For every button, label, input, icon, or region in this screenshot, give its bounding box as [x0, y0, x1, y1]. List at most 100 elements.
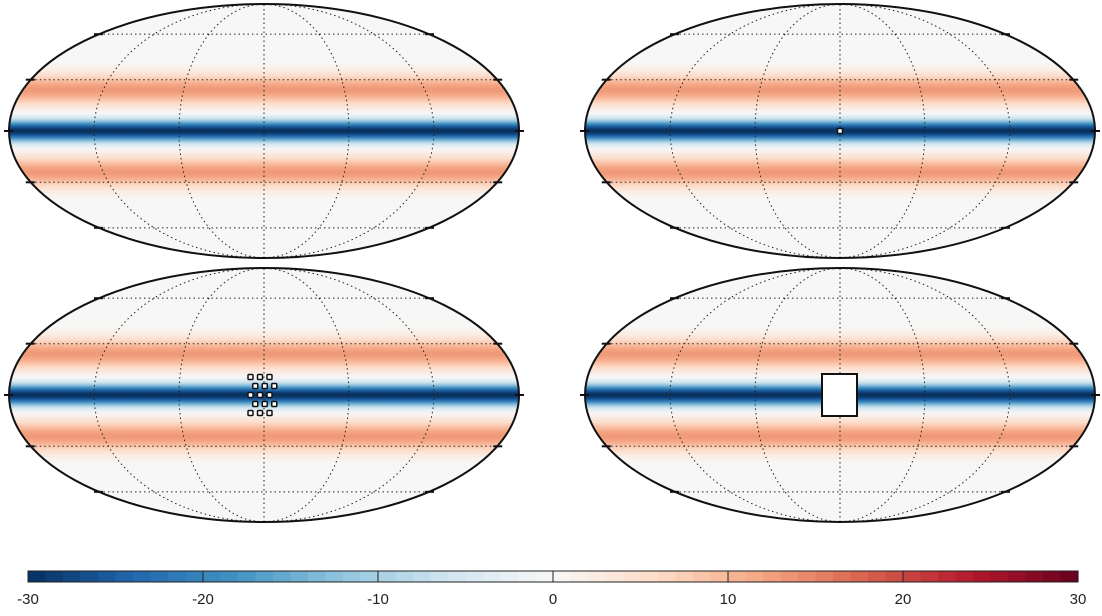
colorbar-cell	[815, 571, 834, 582]
colorbar-cell	[1060, 571, 1079, 582]
colorbar-cell	[763, 571, 782, 582]
colorbar-cell	[588, 571, 607, 582]
meridian-line	[178, 4, 265, 258]
colorbar-cell	[553, 571, 572, 582]
colorbar-cell	[378, 571, 397, 582]
colorbar-cell	[990, 571, 1009, 582]
colorbar-cell	[185, 571, 204, 582]
meridian-line	[669, 4, 841, 258]
colorbar-cell	[570, 571, 589, 582]
colorbar-cell	[518, 571, 537, 582]
meridian-line	[754, 268, 841, 522]
colorbar-cell	[850, 571, 869, 582]
map-panel	[4, 267, 524, 523]
colorbar-cell	[710, 571, 729, 582]
meridian-line	[263, 4, 435, 258]
masked-pixel	[271, 382, 278, 390]
meridian-line	[93, 4, 265, 258]
colorbar-cell	[640, 571, 659, 582]
colorbar-cell	[273, 571, 292, 582]
colorbar-cell	[745, 571, 764, 582]
colorbar-cell	[1025, 571, 1044, 582]
meridian-line	[839, 268, 1011, 522]
colorbar-cell	[903, 571, 922, 582]
meridian-line	[263, 268, 435, 522]
colorbar-cell	[45, 571, 64, 582]
meridian-line	[754, 4, 841, 258]
colorbar-cell	[413, 571, 432, 582]
masked-pixel	[271, 400, 278, 408]
colorbar-cell	[150, 571, 169, 582]
colorbar-cell	[220, 571, 239, 582]
colorbar-cell	[973, 571, 992, 582]
colorbar-cell	[798, 571, 817, 582]
map-panels	[4, 3, 1100, 523]
meridian-line	[263, 4, 350, 258]
map-panel	[4, 3, 524, 259]
colorbar-cell	[63, 571, 82, 582]
masked-pixel	[266, 409, 273, 417]
masked-pixel	[836, 127, 844, 135]
colorbar-cell	[203, 571, 222, 582]
map-panel	[580, 3, 1100, 259]
colorbar-cell	[483, 571, 502, 582]
masked-pixel	[266, 373, 273, 381]
colorbar-cell	[535, 571, 554, 582]
colorbar-cell	[465, 571, 484, 582]
meridian-line	[839, 268, 926, 522]
masked-region	[821, 373, 858, 417]
colorbar-tick-label: -10	[367, 591, 389, 608]
colorbar-cell	[308, 571, 327, 582]
masked-pixel	[256, 409, 264, 417]
masked-pixel	[247, 391, 254, 399]
masked-pixel	[252, 382, 259, 390]
meridian-line	[839, 4, 926, 258]
map-panel	[580, 267, 1100, 523]
colorbar-cell	[290, 571, 309, 582]
colorbar-cell	[500, 571, 519, 582]
colorbar: -30 -20 -10 0 10 20 30	[17, 570, 1086, 608]
colorbar-cell	[80, 571, 99, 582]
colorbar-cell	[955, 571, 974, 582]
masked-pixel	[261, 382, 268, 390]
colorbar-cell	[885, 571, 904, 582]
colorbar-cell	[395, 571, 414, 582]
masked-pixel	[247, 373, 254, 381]
colorbar-cell	[28, 571, 47, 582]
colorbar-cell	[658, 571, 677, 582]
colorbar-cell	[605, 571, 624, 582]
masked-pixel	[252, 400, 259, 408]
colorbar-cell	[133, 571, 152, 582]
colorbar-cell	[1043, 571, 1062, 582]
colorbar-cell	[115, 571, 134, 582]
colorbar-cell	[98, 571, 117, 582]
colorbar-cell	[833, 571, 852, 582]
colorbar-cell	[238, 571, 257, 582]
colorbar-tick-label: 0	[549, 591, 557, 608]
colorbar-cell	[623, 571, 642, 582]
colorbar-cell	[938, 571, 957, 582]
colorbar-cell	[693, 571, 712, 582]
meridian-line	[839, 4, 1011, 258]
colorbar-cell	[780, 571, 799, 582]
masked-pixel	[256, 373, 264, 381]
colorbar-tick-label: 20	[895, 591, 912, 608]
meridian-line	[263, 268, 350, 522]
colorbar-cell	[343, 571, 362, 582]
colorbar-cell	[168, 571, 187, 582]
graticule	[9, 268, 519, 522]
colorbar-cell	[675, 571, 694, 582]
colorbar-cell	[868, 571, 887, 582]
meridian-line	[178, 268, 265, 522]
colorbar-cell	[448, 571, 467, 582]
graticule	[9, 4, 519, 258]
colorbar-tick-label: -30	[17, 591, 39, 608]
colorbar-tick-label: -20	[192, 591, 214, 608]
colorbar-cell	[325, 571, 344, 582]
colorbar-cell	[430, 571, 449, 582]
masked-pixel	[256, 391, 264, 399]
colorbar-cell	[1008, 571, 1027, 582]
masked-pixel	[266, 391, 273, 399]
colorbar-cell	[360, 571, 379, 582]
